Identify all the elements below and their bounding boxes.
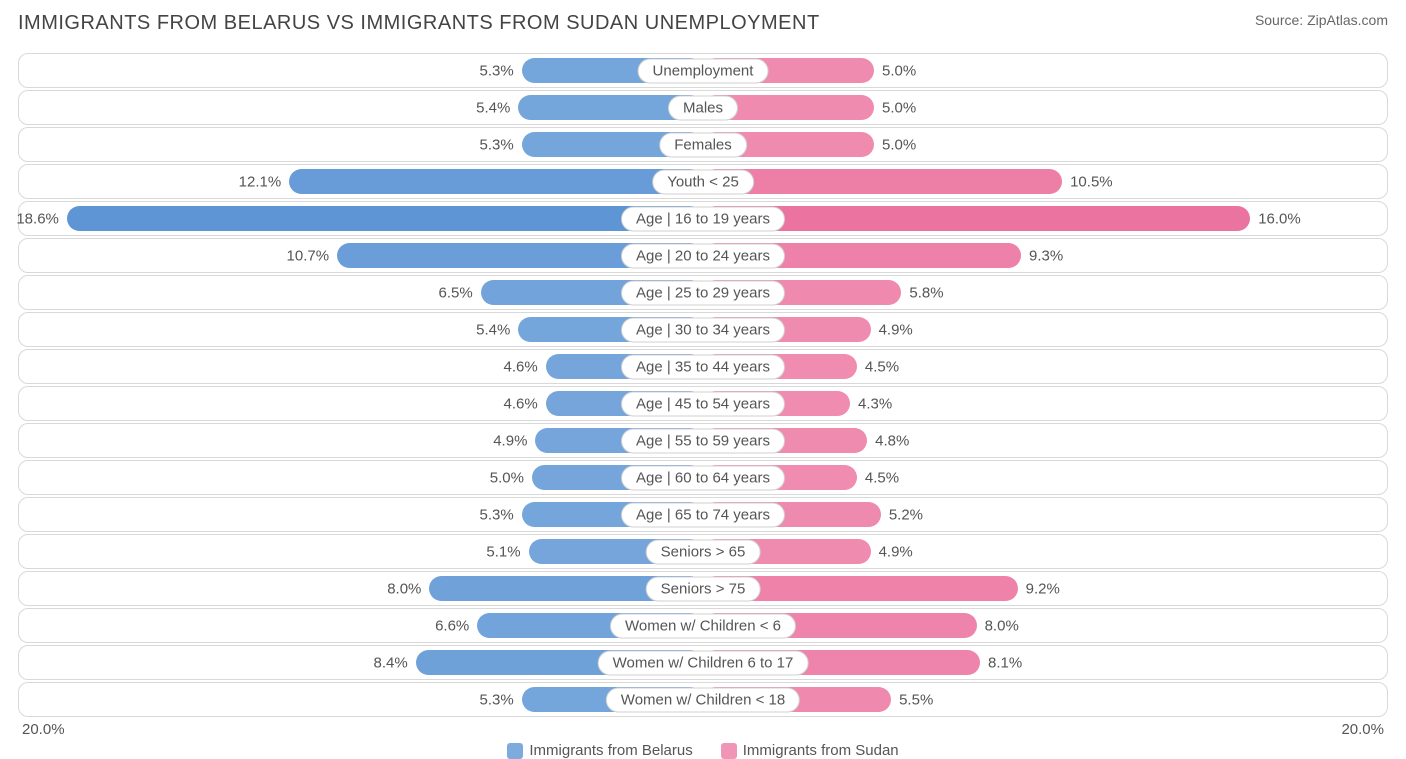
- category-label: Age | 20 to 24 years: [621, 243, 785, 268]
- value-belarus: 6.5%: [439, 284, 473, 301]
- value-belarus: 10.7%: [287, 247, 330, 264]
- chart-row: 6.6% 8.0% Women w/ Children < 6: [18, 608, 1388, 643]
- chart-row: 5.4% 5.0% Males: [18, 90, 1388, 125]
- chart-row: 5.0% 4.5% Age | 60 to 64 years: [18, 460, 1388, 495]
- chart-row: 18.6% 16.0% Age | 16 to 19 years: [18, 201, 1388, 236]
- value-belarus: 5.4%: [476, 321, 510, 338]
- category-label: Age | 60 to 64 years: [621, 465, 785, 490]
- value-sudan: 8.1%: [988, 654, 1022, 671]
- axis-right-max: 20.0%: [1341, 721, 1384, 738]
- chart-row: 6.5% 5.8% Age | 25 to 29 years: [18, 275, 1388, 310]
- value-belarus: 5.3%: [480, 691, 514, 708]
- value-belarus: 12.1%: [239, 173, 282, 190]
- value-sudan: 4.5%: [865, 469, 899, 486]
- value-sudan: 4.3%: [858, 395, 892, 412]
- bar-sudan: [703, 206, 1250, 231]
- axis-left-max: 20.0%: [22, 721, 65, 738]
- x-axis: 20.0% 20.0%: [18, 721, 1388, 738]
- category-label: Males: [668, 95, 738, 120]
- value-sudan: 5.0%: [882, 99, 916, 116]
- chart-row: 8.4% 8.1% Women w/ Children 6 to 17: [18, 645, 1388, 680]
- category-label: Age | 65 to 74 years: [621, 502, 785, 527]
- chart-row: 4.6% 4.3% Age | 45 to 54 years: [18, 386, 1388, 421]
- legend-item-sudan: Immigrants from Sudan: [721, 742, 899, 759]
- chart-row: 5.1% 4.9% Seniors > 65: [18, 534, 1388, 569]
- header: IMMIGRANTS FROM BELARUS VS IMMIGRANTS FR…: [18, 12, 1388, 35]
- value-sudan: 9.2%: [1026, 580, 1060, 597]
- value-belarus: 18.6%: [16, 210, 59, 227]
- value-belarus: 4.6%: [503, 395, 537, 412]
- bar-belarus: [67, 206, 703, 231]
- category-label: Age | 55 to 59 years: [621, 428, 785, 453]
- chart-row: 5.4% 4.9% Age | 30 to 34 years: [18, 312, 1388, 347]
- category-label: Seniors > 75: [646, 576, 761, 601]
- bar-sudan: [703, 169, 1062, 194]
- value-belarus: 5.4%: [476, 99, 510, 116]
- category-label: Women w/ Children 6 to 17: [598, 650, 809, 675]
- value-belarus: 8.0%: [387, 580, 421, 597]
- value-sudan: 16.0%: [1258, 210, 1301, 227]
- value-belarus: 5.0%: [490, 469, 524, 486]
- diverging-bar-chart: 5.3% 5.0% Unemployment 5.4% 5.0% Males 5.3% 5.0…: [18, 53, 1388, 717]
- value-sudan: 10.5%: [1070, 173, 1113, 190]
- value-sudan: 9.3%: [1029, 247, 1063, 264]
- value-belarus: 4.6%: [503, 358, 537, 375]
- value-sudan: 5.2%: [889, 506, 923, 523]
- chart-row: 10.7% 9.3% Age | 20 to 24 years: [18, 238, 1388, 273]
- chart-row: 4.6% 4.5% Age | 35 to 44 years: [18, 349, 1388, 384]
- legend-swatch-sudan: [721, 743, 737, 759]
- value-belarus: 5.3%: [480, 136, 514, 153]
- value-sudan: 4.9%: [879, 321, 913, 338]
- value-belarus: 5.1%: [486, 543, 520, 560]
- legend-label-sudan: Immigrants from Sudan: [743, 742, 899, 759]
- value-sudan: 5.8%: [909, 284, 943, 301]
- value-belarus: 8.4%: [374, 654, 408, 671]
- chart-title: IMMIGRANTS FROM BELARUS VS IMMIGRANTS FR…: [18, 12, 820, 35]
- value-belarus: 5.3%: [480, 506, 514, 523]
- source-label: Source: ZipAtlas.com: [1255, 12, 1388, 28]
- category-label: Women w/ Children < 18: [606, 687, 800, 712]
- category-label: Women w/ Children < 6: [610, 613, 796, 638]
- bar-belarus: [289, 169, 703, 194]
- value-sudan: 5.0%: [882, 136, 916, 153]
- value-sudan: 5.0%: [882, 62, 916, 79]
- category-label: Age | 16 to 19 years: [621, 206, 785, 231]
- legend-item-belarus: Immigrants from Belarus: [507, 742, 692, 759]
- category-label: Unemployment: [638, 58, 769, 83]
- legend-swatch-belarus: [507, 743, 523, 759]
- category-label: Age | 45 to 54 years: [621, 391, 785, 416]
- value-sudan: 8.0%: [985, 617, 1019, 634]
- category-label: Females: [659, 132, 747, 157]
- value-belarus: 4.9%: [493, 432, 527, 449]
- chart-row: 8.0% 9.2% Seniors > 75: [18, 571, 1388, 606]
- chart-row: 5.3% 5.0% Females: [18, 127, 1388, 162]
- value-sudan: 4.8%: [875, 432, 909, 449]
- chart-row: 4.9% 4.8% Age | 55 to 59 years: [18, 423, 1388, 458]
- value-sudan: 4.9%: [879, 543, 913, 560]
- chart-row: 5.3% 5.2% Age | 65 to 74 years: [18, 497, 1388, 532]
- chart-row: 5.3% 5.0% Unemployment: [18, 53, 1388, 88]
- category-label: Age | 25 to 29 years: [621, 280, 785, 305]
- category-label: Youth < 25: [652, 169, 754, 194]
- value-belarus: 6.6%: [435, 617, 469, 634]
- chart-row: 12.1% 10.5% Youth < 25: [18, 164, 1388, 199]
- value-sudan: 4.5%: [865, 358, 899, 375]
- category-label: Age | 35 to 44 years: [621, 354, 785, 379]
- legend: Immigrants from Belarus Immigrants from …: [18, 742, 1388, 759]
- value-sudan: 5.5%: [899, 691, 933, 708]
- category-label: Age | 30 to 34 years: [621, 317, 785, 342]
- category-label: Seniors > 65: [646, 539, 761, 564]
- chart-row: 5.3% 5.5% Women w/ Children < 18: [18, 682, 1388, 717]
- value-belarus: 5.3%: [480, 62, 514, 79]
- legend-label-belarus: Immigrants from Belarus: [529, 742, 692, 759]
